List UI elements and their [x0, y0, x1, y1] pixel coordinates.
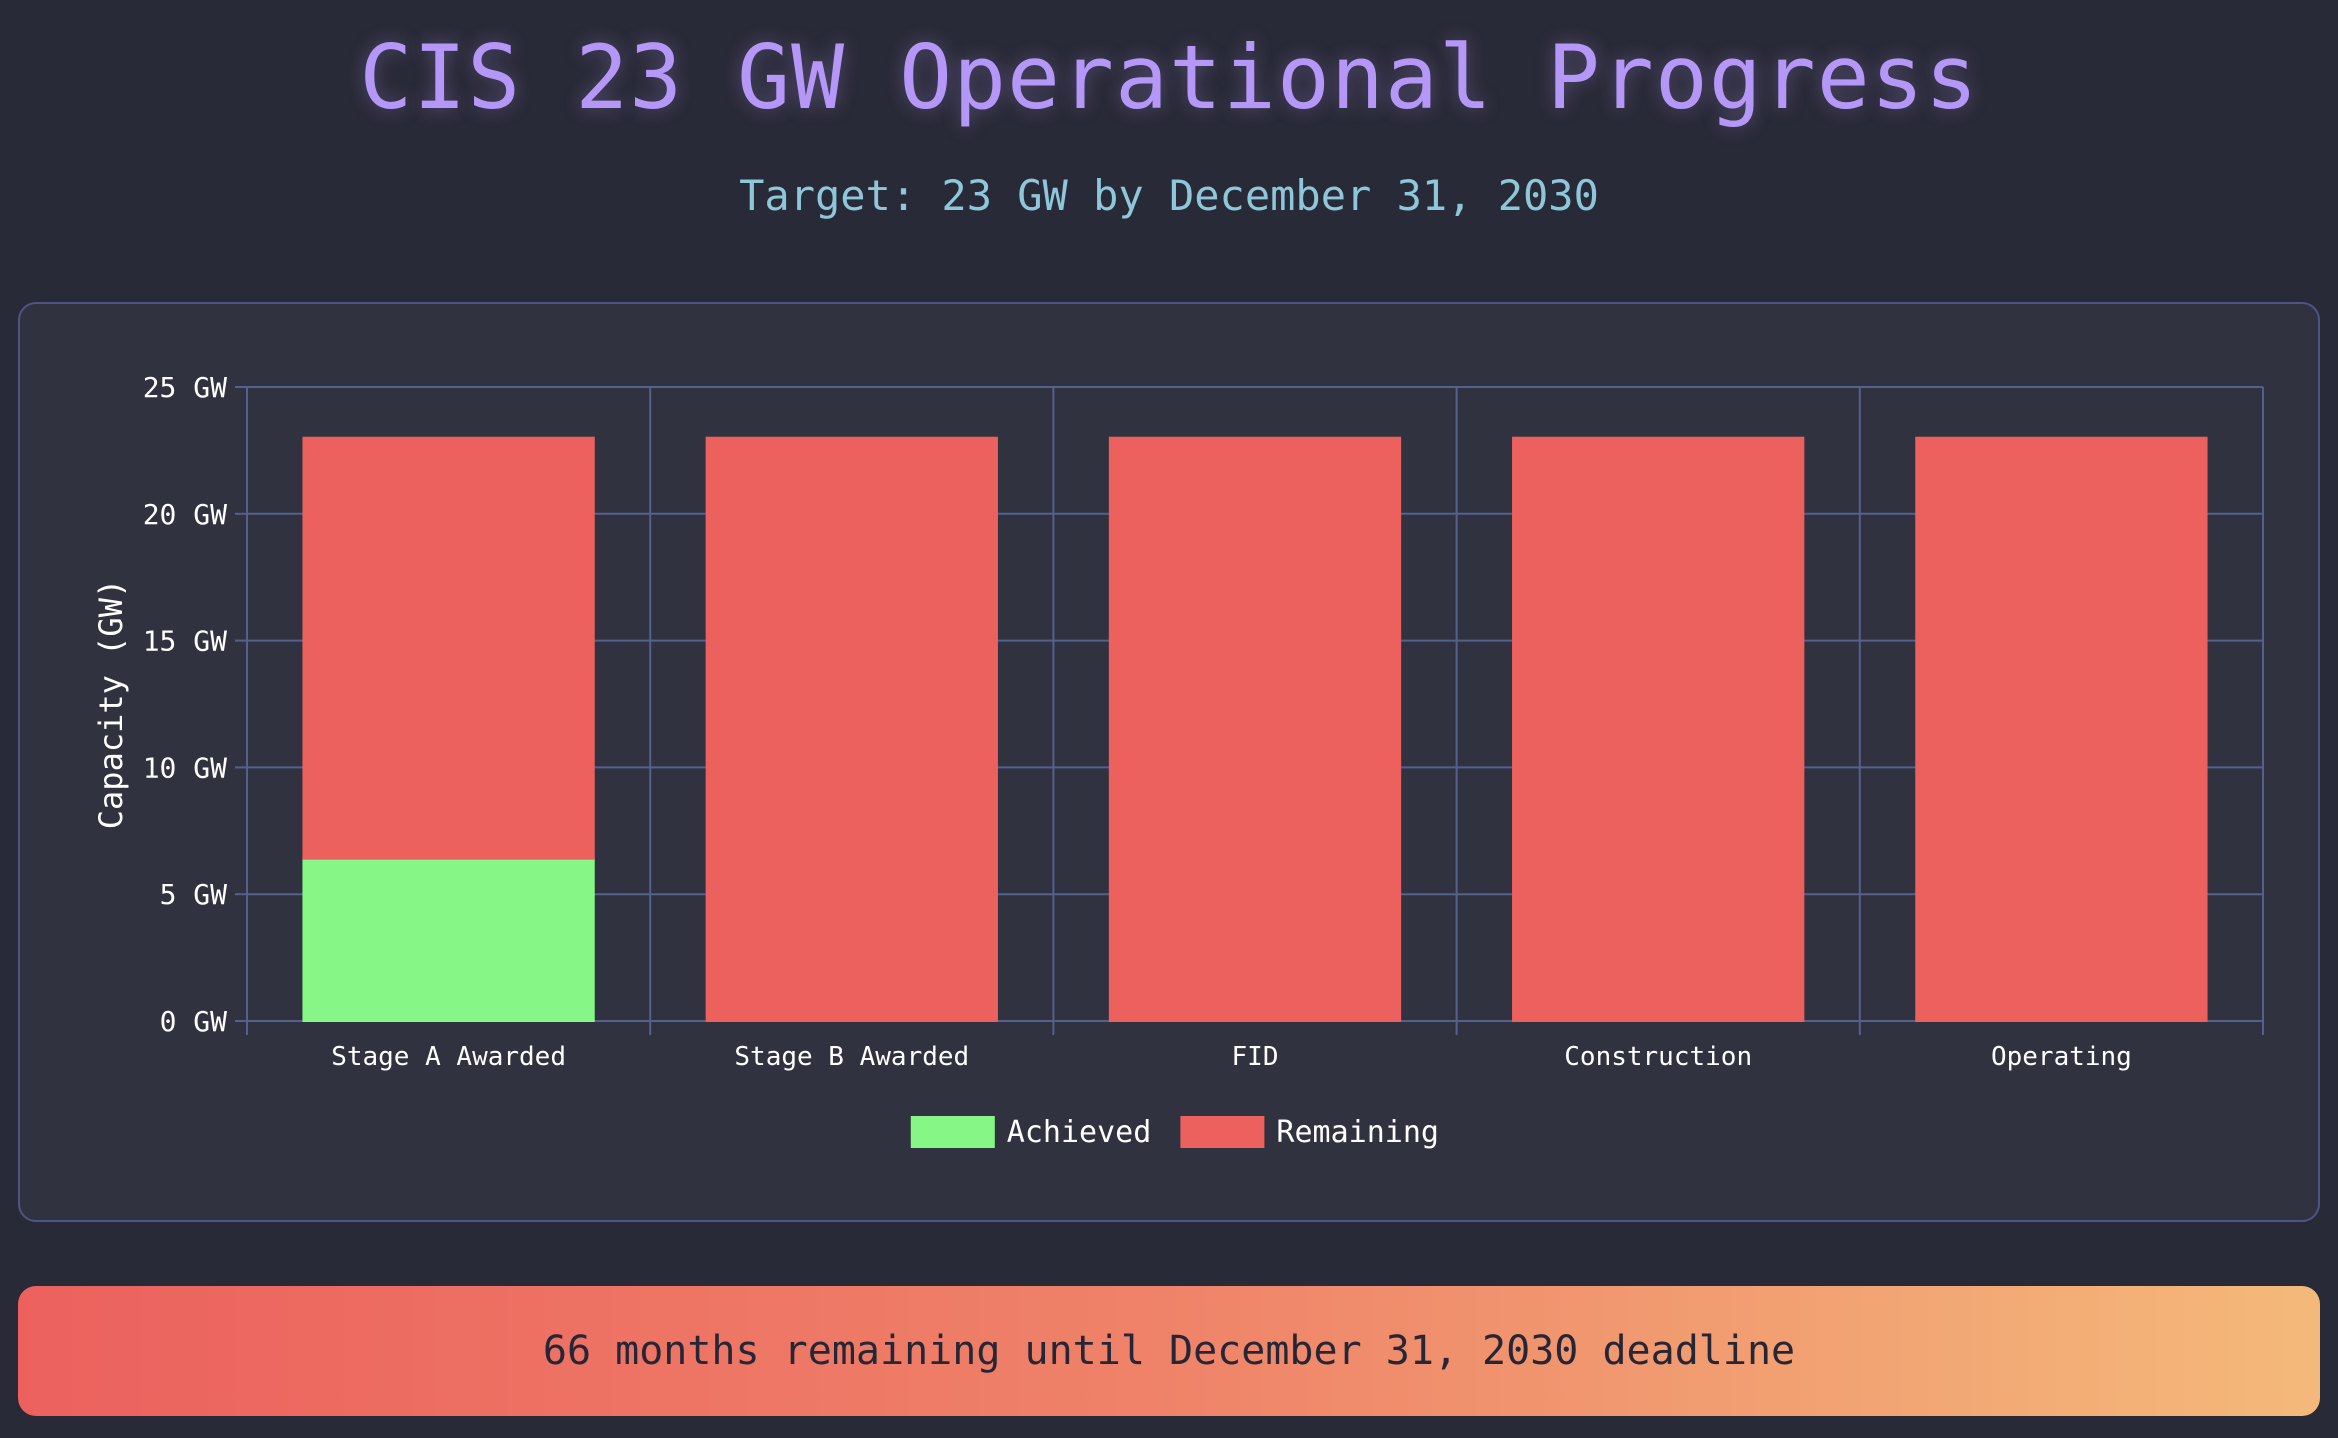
- bar-remaining: [1512, 436, 1805, 1023]
- countdown-text: 66 months remaining until December 31, 2…: [542, 1328, 1796, 1374]
- bar-remaining: [705, 436, 998, 1023]
- countdown-banner: 66 months remaining until December 31, 2…: [18, 1286, 2320, 1416]
- bar-remaining: [302, 436, 595, 860]
- bar-chart: 0 GW 5 GW 10 GW 15 GW 20 GW 25 GW Stage A Awar…: [92, 371, 2264, 1150]
- x-tick-label: Stage B Awarded: [734, 1042, 969, 1072]
- legend-swatch-remaining: [1180, 1116, 1265, 1148]
- y-axis-title: Capacity (GW): [92, 579, 130, 829]
- page-title: CIS 23 GW Operational Progress: [359, 26, 1979, 129]
- x-tick-label: Stage A Awarded: [331, 1042, 566, 1072]
- y-tick-label: 5 GW: [160, 878, 228, 911]
- bar-remaining: [1915, 436, 2208, 1023]
- y-tick-label: 10 GW: [143, 751, 227, 784]
- chart-panel: 0 GW 5 GW 10 GW 15 GW 20 GW 25 GW Stage A Awar…: [18, 302, 2320, 1222]
- bar-remaining: [1108, 436, 1402, 1023]
- legend-swatch-achieved: [910, 1116, 995, 1148]
- y-tick-label: 20 GW: [143, 498, 227, 531]
- x-tick-label: FID: [1232, 1042, 1279, 1072]
- y-tick-label: 25 GW: [143, 371, 227, 404]
- bar-achieved: [302, 857, 595, 1022]
- x-tick-label: Construction: [1564, 1042, 1752, 1072]
- y-tick-label: 15 GW: [143, 625, 227, 658]
- page-subtitle: Target: 23 GW by December 31, 2030: [739, 171, 1599, 220]
- x-tick-label: Operating: [1991, 1042, 2132, 1072]
- y-tick-label: 0 GW: [160, 1005, 228, 1038]
- legend-label: Remaining: [1276, 1115, 1439, 1150]
- legend-label: Achieved: [1007, 1115, 1152, 1150]
